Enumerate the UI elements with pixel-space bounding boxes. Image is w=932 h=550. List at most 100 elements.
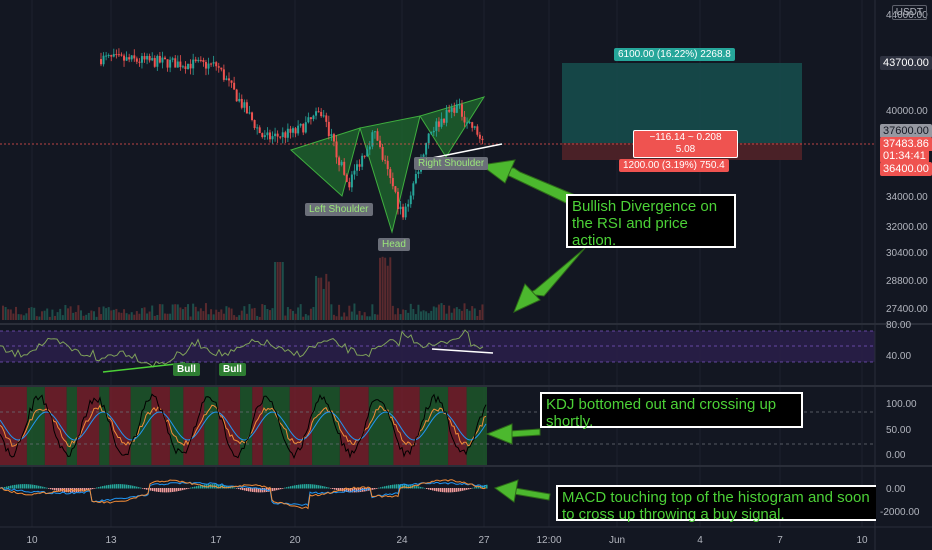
volume-bar (151, 305, 154, 320)
candle-body (414, 173, 417, 184)
macd-bar (58, 488, 60, 492)
volume-bar (179, 307, 182, 320)
countdown-label: 01:34:41 (880, 149, 929, 163)
candle-body (427, 133, 430, 144)
candle-body (271, 136, 274, 140)
macd-bar (276, 488, 278, 491)
volume-bar (54, 315, 56, 320)
stop-info-label: 1200.00 (3.19%) 750.4 (619, 159, 729, 172)
macd-bar (390, 485, 392, 489)
macd-bar (92, 488, 94, 490)
volume-bar (363, 312, 366, 320)
volume-bar (176, 304, 179, 320)
macd-bar (104, 485, 106, 489)
volume-bar (28, 307, 30, 320)
volume-bar (297, 307, 300, 320)
macd-signal-line (0, 479, 487, 510)
volume-bar (148, 311, 151, 320)
volume-bar (396, 308, 399, 320)
macd-bar (406, 484, 408, 489)
volume-bar (107, 307, 110, 320)
volume-bar (330, 304, 333, 320)
volume-bar (35, 316, 38, 320)
macd-bar (282, 488, 284, 489)
candle-body (425, 143, 428, 155)
candle-body (325, 115, 328, 122)
volume-bar (356, 314, 358, 320)
macd-bar (176, 488, 178, 492)
left-shoulder-label: Left Shoulder (305, 203, 373, 216)
macd-bar (8, 486, 10, 489)
candle-body (164, 57, 166, 60)
macd-bar (436, 488, 438, 492)
candle-body (448, 109, 451, 112)
macd-bar (254, 488, 256, 493)
volume-bar (263, 305, 266, 320)
candle-body (228, 78, 230, 81)
candle-body (110, 55, 113, 57)
macd-bar (306, 484, 308, 489)
candle-body (102, 55, 105, 65)
volume-bar (376, 314, 379, 320)
candle-body (130, 55, 133, 60)
macd-bar (340, 488, 342, 491)
candle-body (335, 141, 338, 158)
volume-bar (399, 314, 402, 320)
pattern-left-wing (290, 127, 361, 197)
currency-badge[interactable]: USDT (891, 5, 927, 20)
macd-bar (308, 484, 310, 489)
volume-bar (381, 256, 384, 320)
macd-bar (234, 487, 236, 489)
macd-bar (258, 488, 260, 493)
candle-body (463, 116, 466, 123)
macd-bar (10, 485, 12, 489)
candle-body (181, 66, 184, 68)
candle-body (235, 89, 238, 102)
macd-bar (192, 487, 194, 489)
macd-bar (146, 488, 148, 490)
macd-line (0, 481, 487, 507)
volume-bar (276, 262, 279, 320)
volume-bar (407, 312, 410, 320)
volume-bar (64, 305, 67, 320)
macd-bar (140, 487, 142, 489)
candle-body (307, 117, 310, 123)
macd-bar (32, 484, 34, 489)
macd-bar (166, 488, 168, 493)
volume-bar (98, 307, 101, 320)
position-center-line1: −116.14 ~ 0.208 (649, 132, 722, 143)
macd-bar (6, 486, 8, 489)
macd-bar (188, 488, 190, 489)
volume-bar (102, 306, 105, 320)
volume-bar (238, 315, 241, 320)
candle-body (261, 133, 264, 138)
candle-body (327, 121, 330, 137)
macd-bar (136, 486, 138, 489)
macd-bar (150, 488, 152, 491)
rsi-tick-80: 80.00 (886, 320, 911, 331)
macd-bar (128, 484, 130, 489)
candle-body (343, 161, 346, 175)
volume-bar (9, 309, 12, 320)
macd-bar (180, 488, 182, 491)
candle-body (215, 62, 218, 67)
macd-bar (280, 488, 282, 490)
macd-bar (82, 488, 84, 492)
candle-body (128, 57, 131, 60)
candle-body (268, 132, 271, 140)
macd-bar (318, 485, 320, 489)
candle-body (330, 134, 333, 137)
candle-body (356, 164, 358, 171)
macd-bar (430, 488, 432, 490)
volume-bar (67, 308, 69, 320)
kdj-stripe (66, 387, 77, 465)
macd-bar (248, 488, 250, 492)
candle-body (156, 55, 159, 67)
macd-bar (160, 488, 162, 493)
kdj-stripe (289, 387, 313, 465)
volume-bar (90, 310, 93, 320)
candle-body (404, 206, 407, 218)
volume-bar (422, 310, 425, 320)
volume-bar (373, 314, 376, 320)
